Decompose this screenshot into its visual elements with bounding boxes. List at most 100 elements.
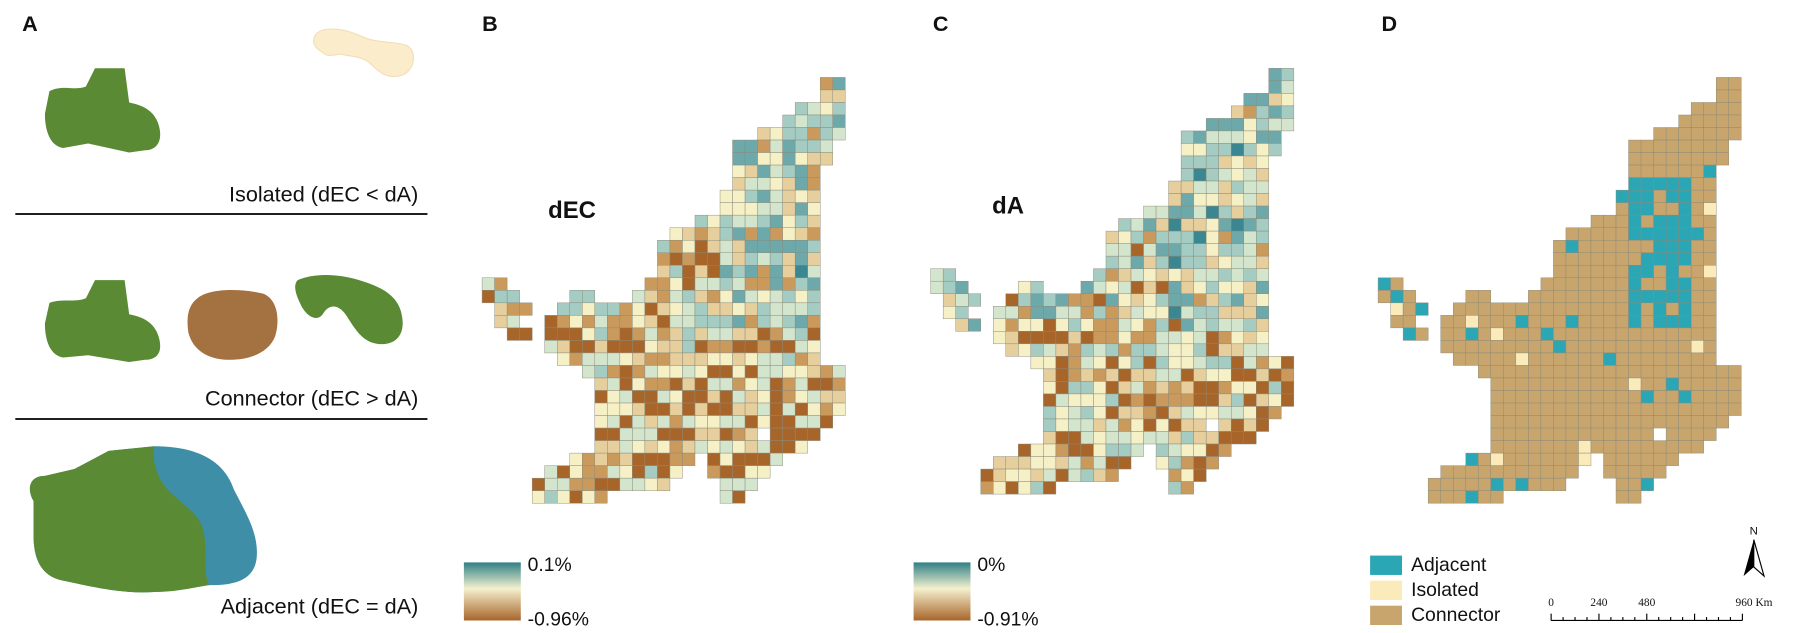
grid-cell [1043, 343, 1057, 357]
grid-cell [782, 239, 796, 253]
grid-cell [1478, 465, 1492, 479]
grid-cell [1565, 239, 1579, 253]
grid-cell [1230, 105, 1244, 119]
grid-cell [1180, 180, 1194, 194]
grid-cell [719, 377, 733, 391]
grid-cell [1565, 465, 1579, 479]
grid-cell [1068, 443, 1082, 457]
grid-cell [1268, 105, 1282, 119]
grid-cell [1105, 418, 1119, 432]
grid-cell [1540, 327, 1554, 341]
grid-cell [1678, 365, 1692, 379]
grid-cell [1243, 418, 1257, 432]
grid-cell [694, 327, 708, 341]
grid-cell [1728, 77, 1742, 91]
grid-cell [1615, 427, 1629, 441]
grid-cell [1578, 390, 1592, 404]
grid-cell [1628, 365, 1642, 379]
grid-cell [1640, 152, 1654, 166]
grid-cell [1130, 368, 1144, 382]
grid-cell [619, 415, 633, 429]
grid-cell [1030, 306, 1044, 320]
grid-cell [557, 490, 570, 504]
grid-cell [1377, 277, 1391, 291]
grid-cell [1590, 402, 1604, 416]
grid-cell [1243, 105, 1257, 119]
grid-cell [955, 318, 969, 332]
grid-cell [1640, 390, 1654, 404]
grid-cell [1143, 268, 1157, 282]
grid-cell [757, 327, 771, 341]
grid-cell [1218, 406, 1232, 420]
grid-cell [632, 390, 646, 404]
grid-cell [1653, 239, 1667, 253]
grid-cell [744, 152, 758, 166]
grid-cell [1130, 293, 1144, 307]
grid-cell [757, 415, 771, 429]
grid-cell [1118, 243, 1132, 257]
grid-cell [1490, 365, 1504, 379]
grid-cell [1143, 356, 1157, 370]
grid-cell [1690, 365, 1704, 379]
grid-cell [719, 415, 733, 429]
grid-cell [1168, 368, 1182, 382]
grid-cell [757, 365, 771, 379]
grid-cell [1180, 218, 1194, 232]
grid-cell [531, 490, 545, 504]
grid-cell [1218, 155, 1232, 169]
grid-cell [1018, 443, 1032, 457]
habitat-patch [29, 446, 209, 593]
grid-cell [1728, 377, 1742, 391]
grid-cell [594, 477, 608, 491]
grid-cell [1093, 418, 1107, 432]
grid-cell [1528, 402, 1542, 416]
grid-cell [1615, 415, 1629, 429]
grid-cell [782, 377, 796, 391]
grid-cell [732, 427, 746, 441]
grid-cell [1603, 239, 1617, 253]
grid-cell [1018, 280, 1032, 294]
grid-cell [657, 415, 671, 429]
grid-cell [1703, 202, 1717, 216]
grid-cell [1665, 239, 1679, 253]
grid-cell [1628, 139, 1642, 153]
grid-cell [782, 114, 796, 128]
grid-cell [1068, 306, 1082, 320]
grid-cell [569, 465, 583, 479]
grid-cell [1155, 456, 1169, 470]
panel-label: D [1381, 11, 1397, 36]
grid-cell [557, 477, 570, 491]
grid-cell [1093, 268, 1107, 282]
grid-cell [1565, 390, 1579, 404]
grid-cell [1703, 402, 1717, 416]
grid-cell [1068, 456, 1082, 470]
grid-cell [582, 290, 596, 304]
grid-cell [1628, 402, 1642, 416]
grid-cell [1640, 189, 1654, 203]
grid-cell [757, 265, 771, 279]
grid-cell [1005, 293, 1019, 307]
grid-cell [1105, 268, 1119, 282]
grid-cell [1628, 490, 1642, 504]
grid-cell [1230, 356, 1244, 370]
grid-cell [1130, 255, 1144, 269]
grid-cell [807, 290, 821, 304]
grid-cell [1540, 340, 1554, 354]
grid-cell [1180, 356, 1194, 370]
grid-cell [1130, 443, 1144, 457]
grid-cell [632, 427, 646, 441]
grid-cell [1205, 368, 1219, 382]
grid-cell [569, 340, 583, 354]
grid-cell [694, 290, 708, 304]
grid-cell [1465, 477, 1479, 491]
grid-cell [1118, 306, 1132, 320]
grid-cell [1615, 340, 1629, 354]
grid-cell [1565, 227, 1579, 241]
grid-cell [1690, 315, 1704, 329]
grid-cell [794, 152, 808, 166]
grid-cell [1665, 340, 1679, 354]
grid-cell [1728, 127, 1742, 141]
grid-cell [632, 452, 646, 466]
grid-cell [1490, 402, 1504, 416]
grid-cell [980, 468, 994, 482]
